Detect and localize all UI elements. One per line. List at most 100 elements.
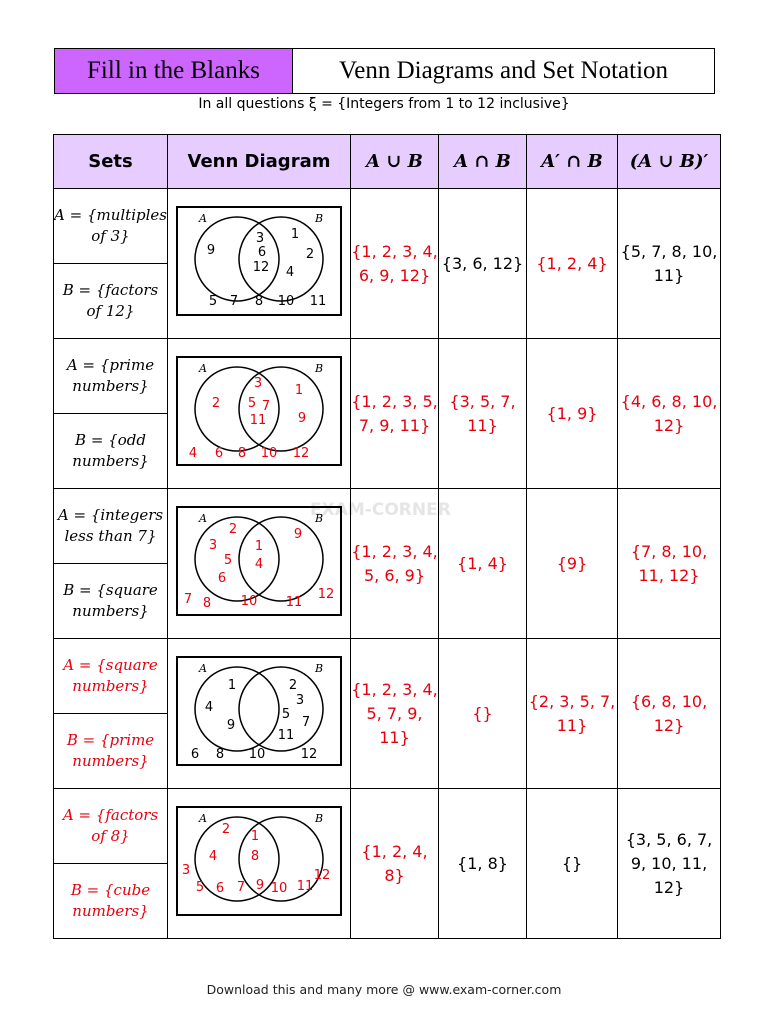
venn-element-intersection: 5 — [248, 396, 256, 411]
set-a-definition: A = {square numbers} — [53, 638, 168, 714]
circle-b-label: B — [314, 362, 323, 375]
header-sets: Sets — [53, 134, 168, 189]
set-b-definition: B = {prime numbers} — [53, 713, 168, 789]
venn-element-b-only: 1 — [291, 227, 299, 242]
table-row: A = {factors of 8} A B 2 4 1 8 3 5 6 7 9 10 11 12 {1, 2… — [53, 788, 721, 939]
venn-diagram-cell: A B 2 3 5 6 1 4 9 7 8 10 11 12 — [167, 488, 351, 639]
circle-b — [238, 365, 324, 452]
a-complement-intersect-b-answer: {1, 2, 4} — [526, 188, 618, 339]
venn-element-outside: 10 — [278, 294, 295, 309]
venn-element-b-only: 3 — [296, 693, 304, 708]
venn-element-intersection: 12 — [253, 260, 270, 275]
venn-element-b-only: 1 — [295, 383, 303, 398]
venn-element-outside: 3 — [182, 863, 190, 878]
venn-diagram: A B 235 6 1 4 9 7 8 10 11 12 — [176, 505, 342, 616]
union-answer: {1, 2, 3, 4, 6, 9, 12} — [350, 188, 439, 339]
intersection-answer: {3, 6, 12} — [438, 188, 527, 339]
venn-element-intersection: 1 — [255, 539, 263, 554]
venn-element-outside: 11 — [297, 879, 314, 894]
venn-element-b-only: 2 — [289, 678, 297, 693]
set-a-definition: A = {integers less than 7} — [53, 488, 168, 564]
venn-element-a-only: 3 — [209, 538, 217, 553]
set-a-definition: A = {multiples of 3} — [53, 188, 168, 264]
venn-element-outside: 5 — [209, 294, 217, 309]
venn-element-b-only: 11 — [278, 728, 295, 743]
circle-b-label: B — [314, 812, 323, 825]
venn-element-b-only: 4 — [286, 265, 294, 280]
venn-element-outside: 12 — [301, 747, 318, 762]
union-complement-answer: {4, 6, 8, 10, 12} — [617, 338, 721, 489]
venn-element-outside: 6 — [216, 881, 224, 896]
table-row: B = {odd numbers} — [53, 413, 721, 489]
venn-element-intersection: 11 — [250, 413, 267, 428]
venn-element-intersection: 4 — [255, 557, 263, 572]
venn-element-intersection: 3 — [254, 376, 262, 391]
venn-element-outside: 5 — [196, 880, 204, 895]
venn-element-outside: 10 — [261, 446, 278, 461]
worksheet-topic-title: Venn Diagrams and Set Notation — [338, 57, 669, 84]
circle-a — [194, 215, 280, 302]
header-venn-diagram: Venn Diagram — [167, 134, 351, 189]
worksheet-type-title: Fill in the Blanks — [55, 49, 293, 93]
venn-element-outside: 8 — [203, 596, 211, 611]
venn-element-outside: 8 — [238, 446, 246, 461]
venn-element-a-only: 2 — [212, 396, 220, 411]
venn-element-outside: 7 — [237, 880, 245, 895]
circle-b — [238, 215, 324, 302]
circle-b — [238, 515, 324, 602]
table-row: A = {prime numbers} A B 2 3 5 7 11 1 9 4 6 8 10 12 {1, … — [53, 338, 721, 489]
venn-element-b-only: 9 — [298, 411, 306, 426]
venn-element-intersection: 1 — [251, 829, 259, 844]
venn-element-outside: 10 — [271, 881, 288, 896]
universal-set-box — [176, 205, 342, 316]
circle-a-label: A — [198, 662, 207, 675]
venn-element-outside: 12 — [318, 587, 335, 602]
circle-a-label: A — [198, 212, 207, 225]
table-row: B = {cube numbers} — [53, 863, 721, 939]
table-row: A = {square numbers} A B 1 4 9 2 3 5 7 11 6 8 10 12 {1,… — [53, 638, 721, 789]
circle-b-label: B — [314, 662, 323, 675]
venn-element-b-only: 5 — [282, 707, 290, 722]
venn-table: Sets Venn Diagram A ∪ B A ∩ B A′ ∩ B (A … — [53, 134, 721, 939]
circle-a-label: A — [198, 362, 207, 375]
venn-element-a-only: 9 — [207, 243, 215, 258]
venn-element-a-only: 6 — [218, 571, 226, 586]
venn-element-intersection: 8 — [251, 849, 259, 864]
venn-element-outside: 7 — [230, 294, 238, 309]
union-answer: {1, 2, 3, 4, 5, 7, 9, 11} — [350, 638, 439, 789]
set-a-definition: A = {factors of 8} — [53, 788, 168, 864]
venn-diagram-cell: A B 9 3 6 12 1 2 4 5 7 8 10 11 — [167, 188, 351, 339]
circle-a — [194, 815, 280, 902]
venn-diagram-cell: A B 2 3 5 7 11 1 9 4 6 8 10 12 — [167, 338, 351, 489]
circle-a — [194, 515, 280, 602]
venn-element-intersection: 3 — [256, 231, 264, 246]
venn-element-outside: 10 — [249, 747, 266, 762]
table-row: A = {integers less than 7} A B 2 3 5 6 1 4 9 7 8 10 1… — [53, 488, 721, 639]
union-answer: {1, 2, 3, 5, 7, 9, 11} — [350, 338, 439, 489]
venn-element-intersection: 7 — [262, 399, 270, 414]
venn-diagram-cell: A B 1 4 9 2 3 5 7 11 6 8 10 12 — [167, 638, 351, 789]
header-union-complement: (A ∪ B)′ — [617, 134, 721, 189]
header-union: A ∪ B — [350, 134, 439, 189]
venn-element-a-only: 9 — [227, 718, 235, 733]
header-a-complement-intersect-b: A′ ∩ B — [526, 134, 618, 189]
universal-set-box — [176, 505, 342, 616]
venn-element-a-only: 4 — [205, 700, 213, 715]
venn-element-outside: 11 — [310, 294, 327, 309]
union-complement-answer: {7, 8, 10, 11, 12} — [617, 488, 721, 639]
circle-b — [238, 815, 324, 902]
venn-element-a-only: 4 — [209, 849, 217, 864]
footer: Download this and many more @ www.exam-c… — [206, 982, 562, 997]
circle-a-label: A — [198, 512, 207, 525]
circle-a-label: A — [198, 812, 207, 825]
intersection-answer: {1, 8} — [438, 788, 527, 939]
a-complement-intersect-b-answer: {9} — [526, 488, 618, 639]
intersection-answer: {3, 5, 7, 11} — [438, 338, 527, 489]
venn-element-outside: 6 — [191, 747, 199, 762]
set-a-definition: A = {prime numbers} — [53, 338, 168, 414]
venn-element-a-only: 2 — [222, 822, 230, 837]
table-header-row: Sets Venn Diagram A ∪ B A ∩ B A′ ∩ B (A … — [53, 134, 721, 189]
